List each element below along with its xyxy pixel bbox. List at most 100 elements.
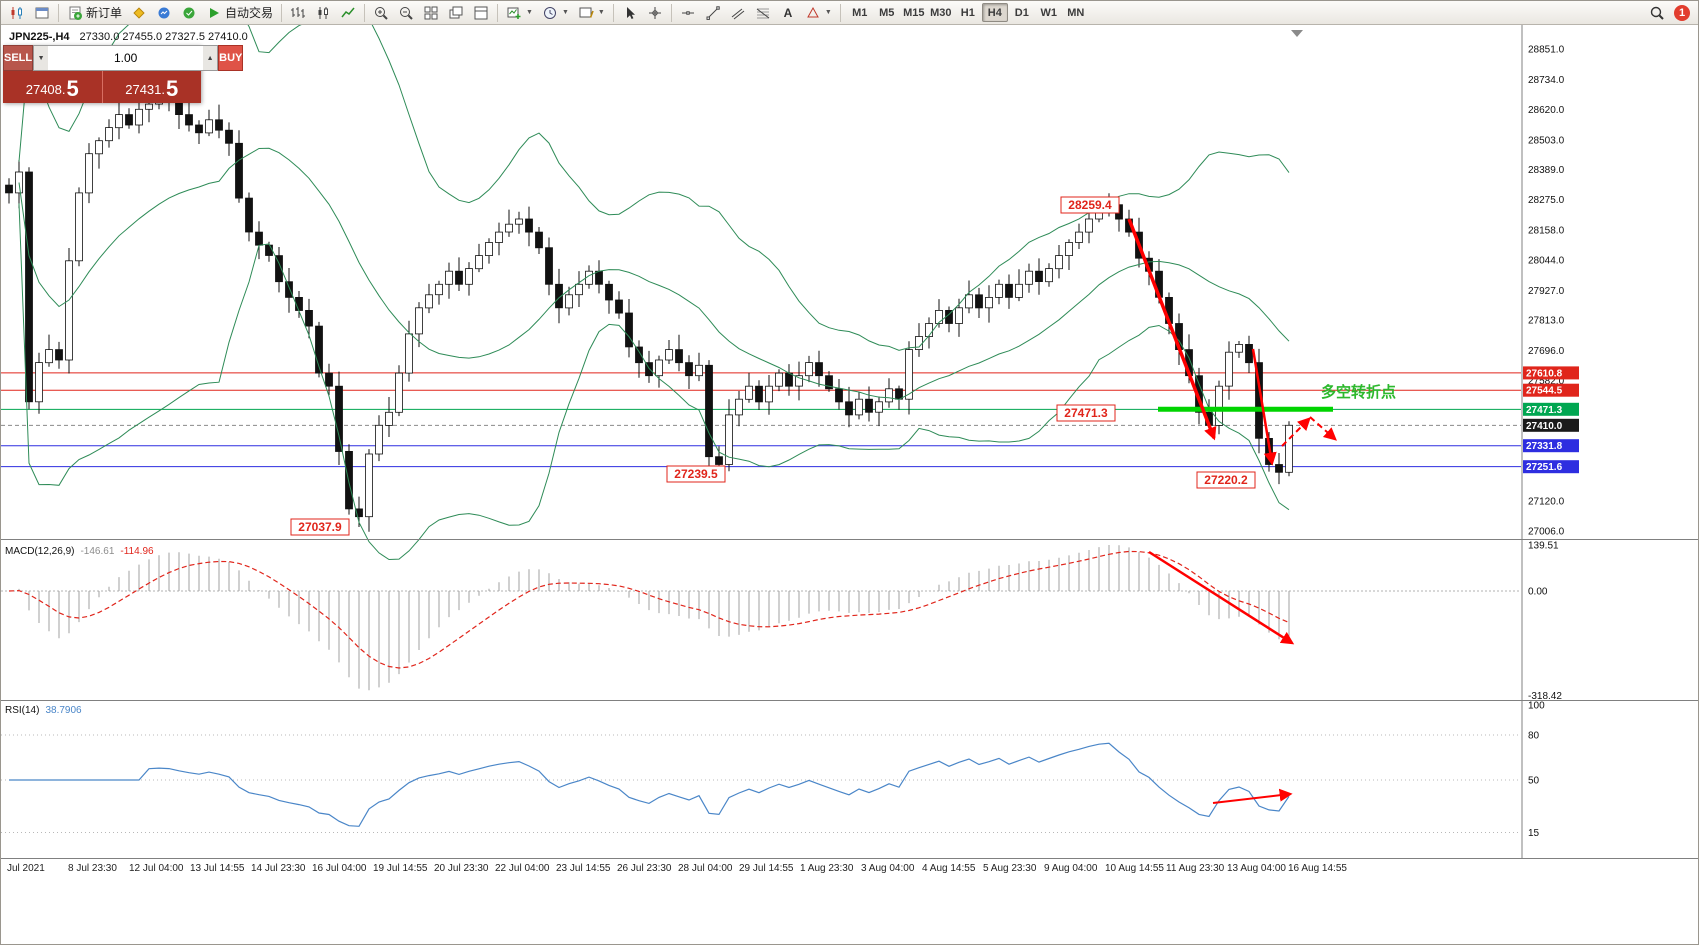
notification-badge[interactable]: 1 [1674, 4, 1690, 21]
candle-body [1015, 283, 1023, 298]
search-button[interactable] [1645, 2, 1669, 23]
candle-body [805, 362, 813, 377]
trendline-tool-button[interactable] [701, 2, 725, 23]
rsi-panel: 100 80 50 15 [1, 701, 1545, 839]
price-annotation-box[interactable] [1056, 404, 1116, 422]
candle-body [115, 114, 123, 129]
price-annotation-label[interactable]: 27220.2 [1204, 473, 1248, 487]
trend-arrow[interactable] [1251, 348, 1277, 466]
time-axis-label: 11 Aug 23:30 [1166, 863, 1225, 874]
horizontal-line-icon [681, 10, 694, 15]
crosshair-tool-button[interactable] [643, 2, 667, 23]
price-annotation-box[interactable] [290, 518, 350, 536]
candle-body [565, 294, 573, 309]
market-watch-button[interactable] [152, 2, 176, 23]
chart-area[interactable]: 28851.0 28734.0 28620.0 28503.0 28389.0 28275… [1, 25, 1699, 945]
macd-name: MACD(12,26,9) [5, 546, 74, 557]
candle-body [55, 349, 63, 361]
candle-body [1005, 283, 1013, 298]
macd-axis-label: 0.00 [1528, 587, 1548, 598]
cursor-tool-button[interactable] [618, 2, 642, 23]
timeframe-M15[interactable]: M15 [901, 3, 927, 22]
profiles-button[interactable] [30, 2, 54, 23]
timeframe-H4[interactable]: H4 [981, 3, 1008, 22]
candle-body [665, 349, 673, 361]
auto-trading-button[interactable]: 自动交易 [202, 2, 277, 23]
fibonacci-tool-button[interactable] [751, 2, 775, 23]
buy-button[interactable]: BUY [218, 45, 244, 71]
toolbar-separator [497, 3, 499, 22]
toolbar-separator [670, 3, 672, 22]
trend-arrow[interactable] [1212, 788, 1293, 804]
candle-body [425, 294, 433, 309]
trend-arrow[interactable] [1148, 550, 1295, 645]
timeframe-D1[interactable]: D1 [1009, 3, 1035, 22]
tile-windows-button[interactable] [419, 2, 443, 23]
text-tool-button[interactable]: A [776, 2, 800, 23]
timeframe-MN[interactable]: MN [1063, 3, 1089, 22]
chart-shift-marker[interactable] [1291, 30, 1303, 37]
price-tag-label: 27610.8 [1526, 368, 1563, 379]
timeframe-M5[interactable]: M5 [874, 3, 900, 22]
rsi-axis-label: 15 [1528, 828, 1540, 839]
toolbar-separator [58, 3, 59, 22]
volume-increase-button[interactable]: ▲ [203, 46, 218, 70]
trend-arrow[interactable] [1309, 416, 1337, 441]
toolbar-separator [281, 3, 283, 22]
data-window-button[interactable] [177, 2, 201, 23]
bid-price-tile[interactable]: 27408. 5 [3, 71, 103, 103]
candle-body [345, 450, 353, 510]
candle-body [795, 375, 803, 387]
price-annotation-label[interactable]: 27471.3 [1064, 406, 1108, 420]
rsi-name: RSI(14) [5, 705, 39, 716]
price-axis-label: 27696.0 [1528, 346, 1565, 357]
candle-body [15, 171, 23, 194]
add-chart-button[interactable]: ▼ [502, 2, 537, 23]
new-order-icon [69, 6, 82, 20]
trend-arrow[interactable] [1281, 417, 1311, 447]
one-click-trading-row: SELL ▼ ▲ BUY [3, 45, 244, 71]
price-annotation-label[interactable]: 27239.5 [674, 467, 718, 481]
candle-body [385, 411, 393, 426]
bar-chart-mode-button[interactable] [286, 2, 310, 23]
mql5-button[interactable] [127, 2, 151, 23]
sell-button[interactable]: SELL [3, 45, 34, 71]
templates-button[interactable]: ▼ [574, 2, 609, 23]
candle-body [615, 299, 623, 314]
rsi-value: 38.7906 [45, 705, 82, 716]
price-annotation-box[interactable] [1196, 471, 1256, 489]
new-order-button[interactable]: 新订单 [63, 2, 126, 23]
price-annotation-label[interactable]: 28259.4 [1068, 198, 1112, 212]
price-axis-label: 28275.0 [1528, 195, 1565, 206]
arrange-windows-button[interactable] [469, 2, 493, 23]
bollinger-bands[interactable] [18, 25, 1290, 561]
zoom-in-button[interactable] [369, 2, 393, 23]
toolbar-separator [364, 3, 366, 22]
price-tag-label: 27471.3 [1526, 405, 1563, 416]
price-annotation-box[interactable] [666, 465, 726, 483]
timeframe-W1[interactable]: W1 [1036, 3, 1062, 22]
line-chart-mode-button[interactable] [336, 2, 360, 23]
volume-decrease-button[interactable]: ▼ [34, 46, 49, 70]
candlestick-mode-button[interactable] [311, 2, 335, 23]
chart-ohlc-values: 27330.0 27455.0 27327.5 27410.0 [80, 31, 248, 43]
ask-price-tile[interactable]: 27431. 5 [102, 71, 201, 103]
horizontal-line-tool-button[interactable] [676, 2, 700, 23]
zoom-out-button[interactable] [394, 2, 418, 23]
trend-arrow[interactable] [1127, 218, 1217, 441]
volume-input[interactable] [48, 46, 204, 70]
shapes-tool-button[interactable]: ▼ [801, 2, 836, 23]
candle-body [815, 362, 823, 377]
price-annotation-label[interactable]: 27037.9 [298, 520, 342, 534]
channel-tool-button[interactable] [726, 2, 750, 23]
timeframe-M1[interactable]: M1 [847, 3, 873, 22]
periods-button[interactable]: ▼ [538, 2, 573, 23]
new-chart-button[interactable] [5, 2, 29, 23]
bid-price: 27408. [25, 82, 66, 97]
timeframe-M30[interactable]: M30 [928, 3, 954, 22]
price-annotation-box[interactable] [1060, 196, 1120, 214]
candle-body [775, 372, 783, 387]
pivot-note-text[interactable]: 多空转折点 [1321, 383, 1396, 401]
cascade-windows-button[interactable] [444, 2, 468, 23]
timeframe-H1[interactable]: H1 [955, 3, 981, 22]
